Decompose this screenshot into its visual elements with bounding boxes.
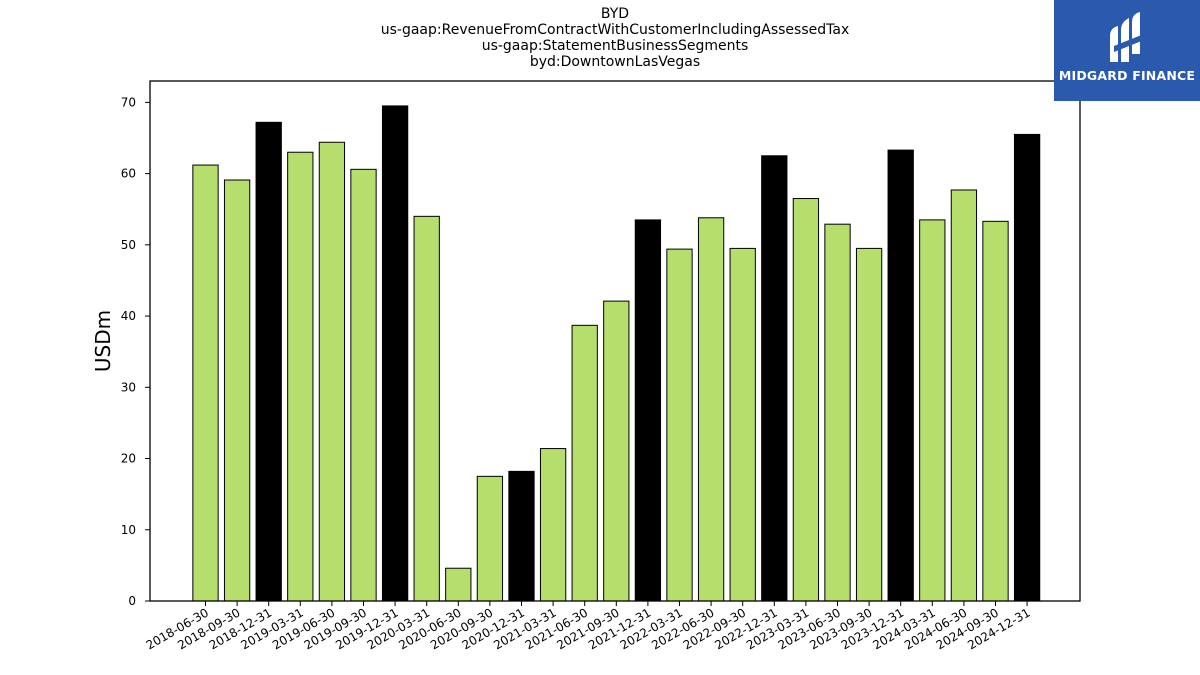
- bar-2021-09-30: [603, 300, 630, 602]
- bar-2024-06-30: [950, 189, 978, 602]
- bar-2018-12-31: [255, 121, 282, 602]
- logo-text: MIDGARD FINANCE: [1058, 68, 1196, 83]
- bar-2024-12-31: [1013, 133, 1041, 602]
- midgard-logo-icon: [1110, 12, 1144, 62]
- y-tick-label-50: 50: [121, 238, 136, 252]
- bar-2022-06-30: [697, 217, 725, 602]
- bar-2022-09-30: [729, 247, 756, 602]
- title-line-member: byd:DowntownLasVegas: [529, 54, 701, 70]
- plot-frame: [149, 80, 1081, 602]
- bar-2023-12-31: [887, 149, 914, 602]
- y-tick-label-10: 10: [121, 523, 136, 537]
- bar-2022-03-31: [666, 248, 693, 602]
- bar-2023-06-30: [824, 223, 851, 602]
- bar-2024-03-31: [919, 219, 946, 602]
- bar-2020-12-31: [508, 470, 535, 602]
- bar-2020-03-31: [413, 215, 440, 602]
- bar-2020-09-30: [476, 475, 504, 602]
- bar-2021-06-30: [571, 324, 598, 602]
- title-line-ticker: BYD: [600, 6, 630, 22]
- bar-2019-09-30: [350, 168, 377, 602]
- y-axis-label: USDm: [91, 310, 115, 372]
- y-tick-label-40: 40: [121, 309, 136, 323]
- bar-2023-09-30: [855, 247, 883, 602]
- y-tick-label-20: 20: [121, 452, 136, 466]
- title-line-axis: us-gaap:StatementBusinessSegments: [481, 38, 749, 54]
- bar-2019-03-31: [287, 151, 314, 602]
- bar-2018-09-30: [223, 179, 251, 602]
- bar-2024-09-30: [982, 220, 1009, 602]
- y-tick-label-0: 0: [128, 594, 136, 608]
- bar-2020-06-30: [445, 567, 472, 602]
- y-tick-label-70: 70: [121, 95, 136, 109]
- y-tick-label-30: 30: [121, 380, 136, 394]
- bar-2019-12-31: [381, 105, 409, 602]
- midgard-finance-logo: MIDGARD FINANCE: [1054, 0, 1200, 101]
- bar-2018-06-30: [192, 164, 219, 602]
- title-line-concept: us-gaap:RevenueFromContractWithCustomerI…: [380, 22, 850, 38]
- bar-2023-03-31: [792, 198, 820, 602]
- bar-2019-06-30: [318, 141, 346, 602]
- y-tick-label-60: 60: [121, 167, 136, 181]
- bar-2021-12-31: [634, 219, 662, 602]
- bar-2021-03-31: [539, 448, 567, 602]
- bar-2022-12-31: [761, 155, 788, 602]
- chart-title: BYD us-gaap:RevenueFromContractWithCusto…: [150, 6, 1080, 70]
